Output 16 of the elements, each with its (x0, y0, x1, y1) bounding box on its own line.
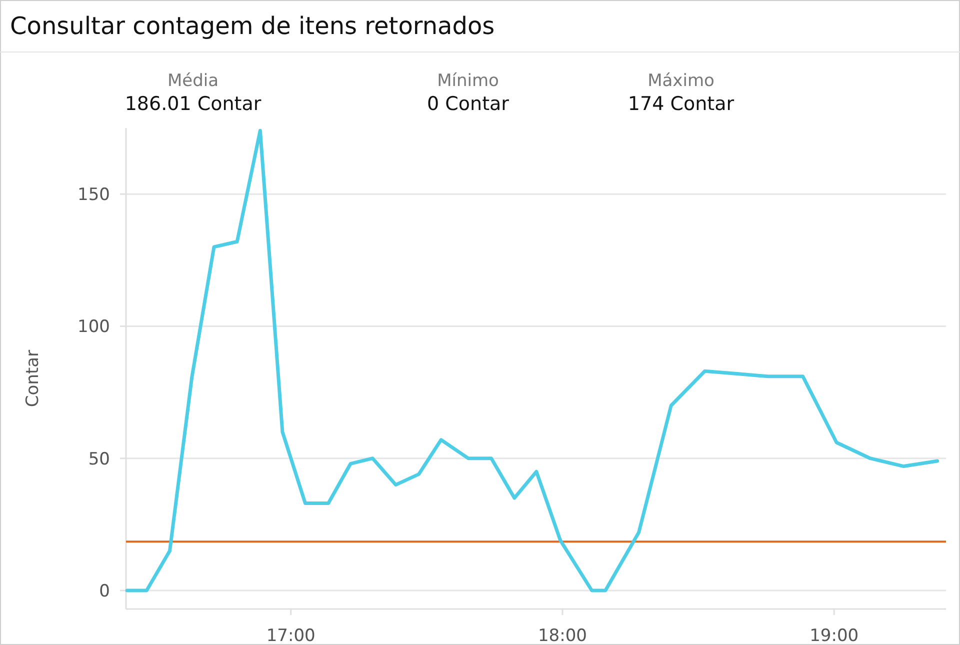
x-tick-label: 18:00 (538, 626, 587, 645)
y-tick-label: 0 (99, 581, 110, 602)
text: Máximo (648, 71, 714, 91)
x-tick-label: 17:00 (266, 626, 316, 645)
y-tick-label: 150 (78, 185, 110, 206)
y-tick-label: 50 (88, 449, 110, 470)
text: Média (167, 71, 219, 91)
chart-title: Consultar contagem de itens retornados (10, 12, 495, 40)
x-tick-label: 19:00 (810, 626, 859, 645)
line-series (125, 128, 940, 592)
text: 0 Contar (427, 93, 510, 115)
y-tick-label: 100 (78, 317, 110, 338)
y-axis-title: Contar (23, 350, 43, 408)
text: 174 Contar (628, 93, 734, 115)
text: 186.01 Contar (124, 93, 262, 115)
text: Mínimo (437, 71, 499, 91)
